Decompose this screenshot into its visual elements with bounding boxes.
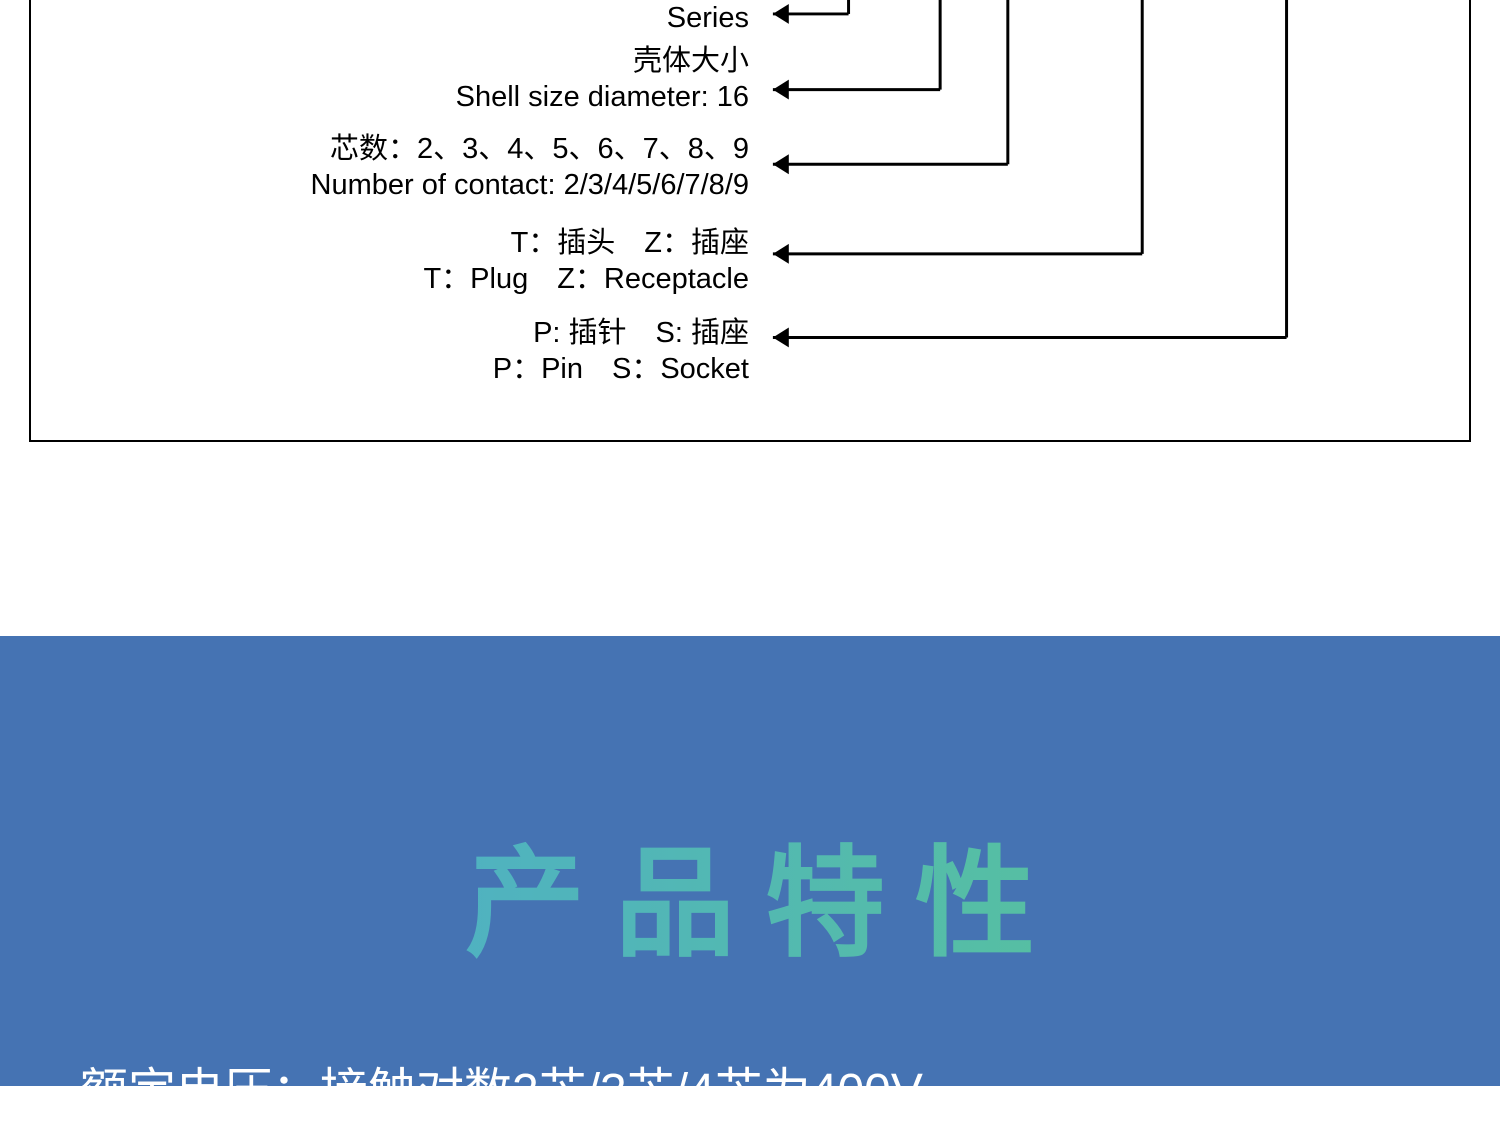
features-title: 产品特性: [0, 636, 1500, 980]
diagram-label: T：插头 Z：插座T：Plug Z：Receptacle: [423, 225, 749, 298]
diagram-label: Series: [667, 0, 749, 36]
part-number-diagram: Series 壳体大小Shell size diameter: 16 芯数：2、3、…: [29, 0, 1471, 442]
diagram-label-cn: 壳体大小: [456, 43, 749, 79]
spec-rated-voltage: 额定电压：接触对数2芯/3芯/4芯为400V: [80, 1051, 923, 1121]
diagram-label: P: 插针 S: 插座P：Pin S：Socket: [493, 315, 749, 388]
diagram-label: 壳体大小Shell size diameter: 16: [456, 43, 749, 116]
diagram-label-en: P：Pin S：Socket: [493, 351, 749, 387]
diagram-label: 芯数：2、3、4、5、6、7、8、9Number of contact: 2/3…: [311, 131, 749, 204]
features-panel: 产品特性 额定电压：接触对数2芯/3芯/4芯为400V: [0, 636, 1500, 1086]
diagram-label-cn: 芯数：2、3、4、5、6、7、8、9: [311, 131, 749, 167]
diagram-label-cn: P: 插针 S: 插座: [493, 315, 749, 351]
diagram-label-en: Series: [667, 0, 749, 36]
diagram-label-en: Number of contact: 2/3/4/5/6/7/8/9: [311, 167, 749, 203]
diagram-connector-lines: [31, 0, 1469, 440]
diagram-label-en: Shell size diameter: 16: [456, 79, 749, 115]
diagram-label-en: T：Plug Z：Receptacle: [423, 261, 749, 297]
diagram-label-cn: T：插头 Z：插座: [423, 225, 749, 261]
